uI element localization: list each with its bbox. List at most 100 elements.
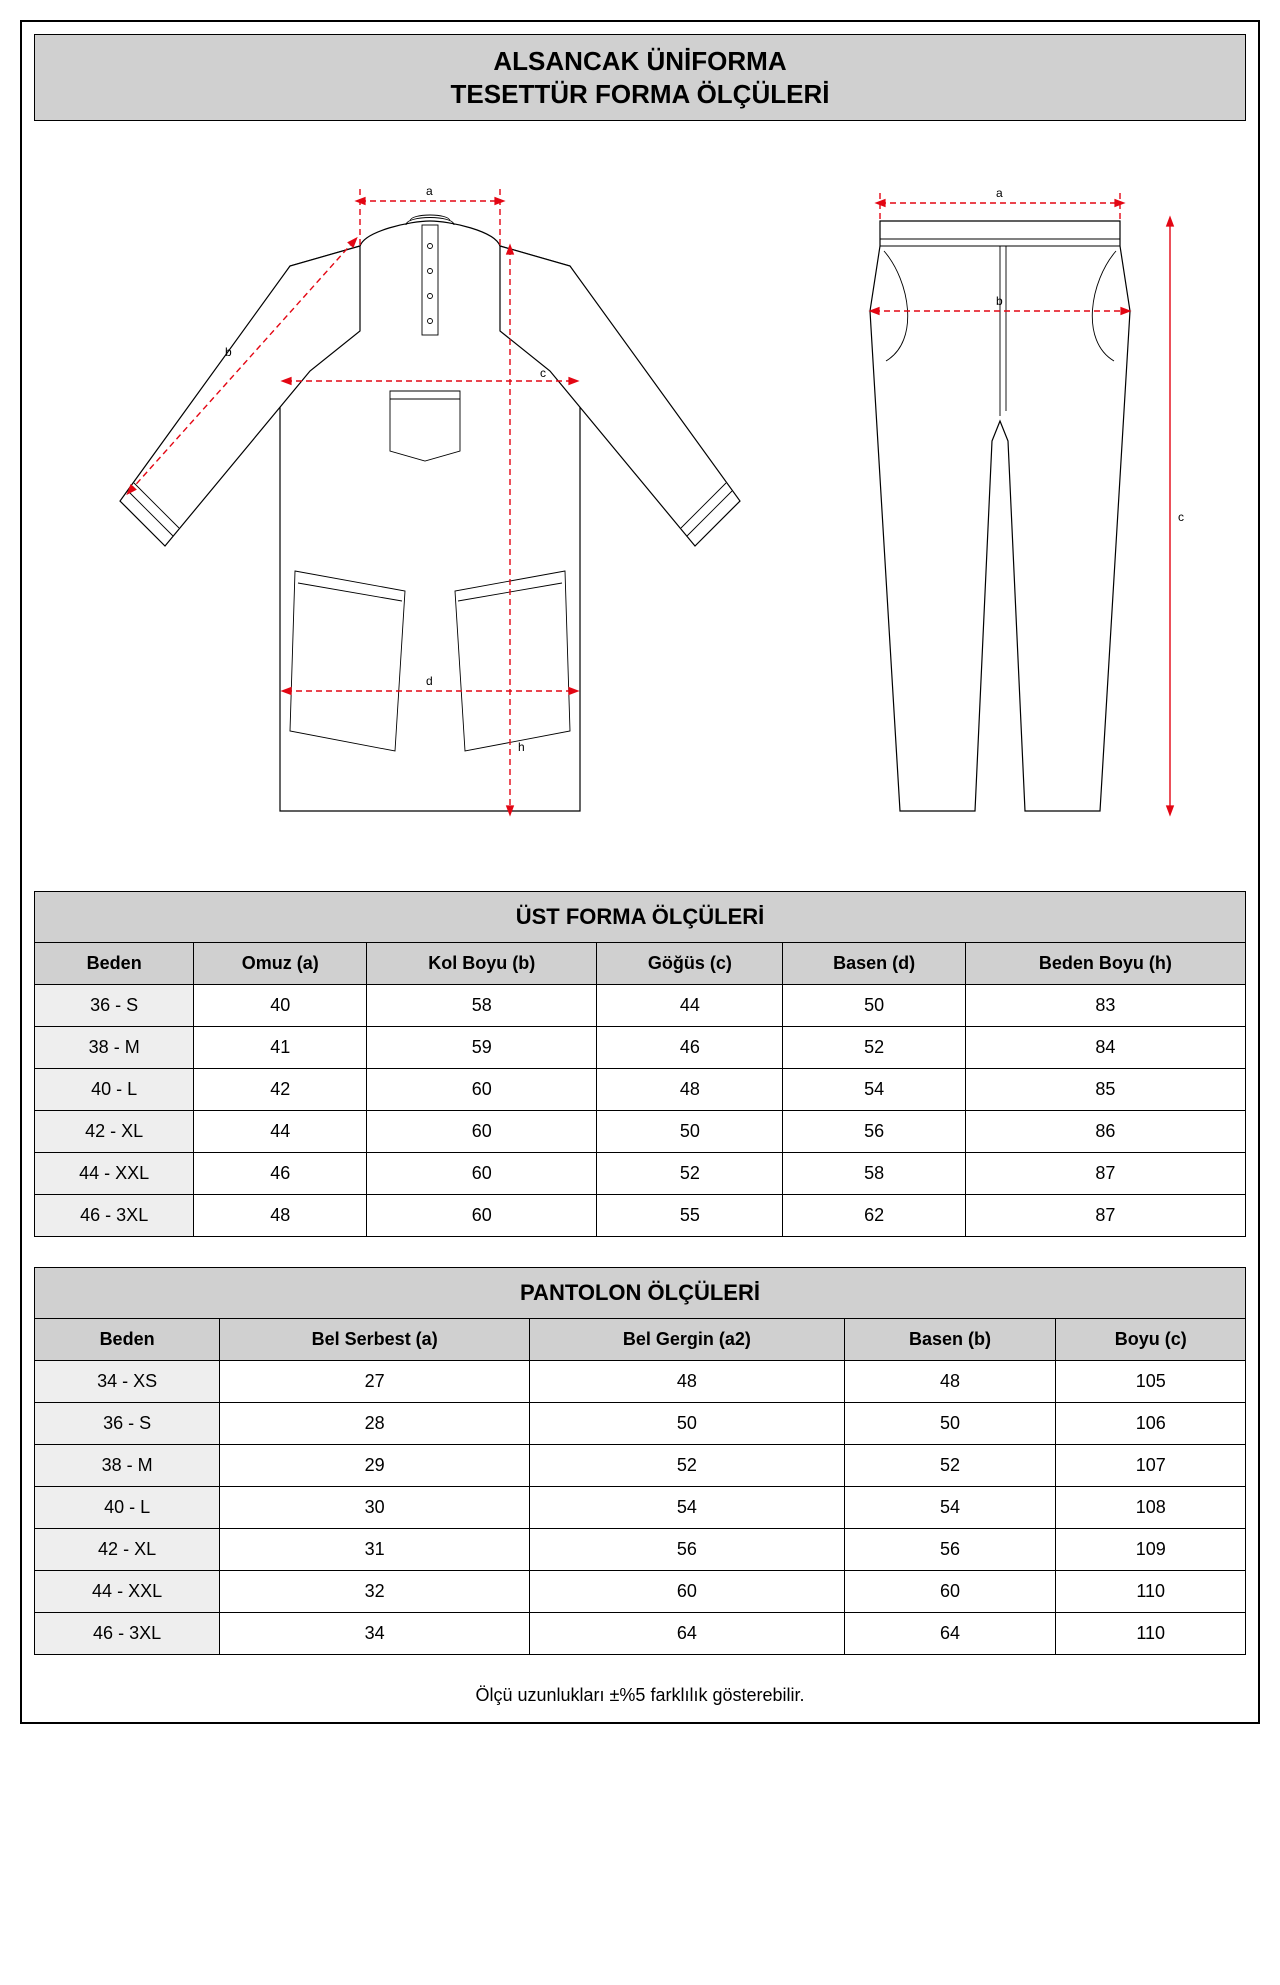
table-row: 36 - S4058445083 (35, 985, 1246, 1027)
value-cell: 44 (194, 1111, 367, 1153)
top-table-title: ÜST FORMA ÖLÇÜLERİ (35, 892, 1246, 943)
table-row: 34 - XS274848105 (35, 1361, 1246, 1403)
value-cell: 64 (844, 1613, 1056, 1655)
size-cell: 36 - S (35, 985, 194, 1027)
value-cell: 60 (367, 1069, 597, 1111)
table-row: 40 - L305454108 (35, 1487, 1246, 1529)
column-header: Beden (35, 1319, 220, 1361)
value-cell: 30 (220, 1487, 530, 1529)
column-header: Boyu (c) (1056, 1319, 1246, 1361)
value-cell: 54 (844, 1487, 1056, 1529)
value-cell: 44 (597, 985, 783, 1027)
value-cell: 108 (1056, 1487, 1246, 1529)
column-header: Beden (35, 943, 194, 985)
size-cell: 42 - XL (35, 1529, 220, 1571)
column-header: Basen (b) (844, 1319, 1056, 1361)
dim-label-c: c (540, 366, 546, 380)
value-cell: 41 (194, 1027, 367, 1069)
value-cell: 56 (844, 1529, 1056, 1571)
value-cell: 48 (194, 1195, 367, 1237)
title-line-2: TESETTÜR FORMA ÖLÇÜLERİ (35, 78, 1245, 111)
value-cell: 87 (965, 1195, 1245, 1237)
value-cell: 60 (367, 1195, 597, 1237)
size-cell: 36 - S (35, 1403, 220, 1445)
value-cell: 109 (1056, 1529, 1246, 1571)
table-row: 42 - XL315656109 (35, 1529, 1246, 1571)
value-cell: 106 (1056, 1403, 1246, 1445)
column-header: Bel Gergin (a2) (530, 1319, 844, 1361)
value-cell: 54 (530, 1487, 844, 1529)
table-row: 38 - M4159465284 (35, 1027, 1246, 1069)
column-header: Kol Boyu (b) (367, 943, 597, 985)
value-cell: 60 (367, 1153, 597, 1195)
dim-label-pc: c (1178, 510, 1184, 524)
column-header: Basen (d) (783, 943, 965, 985)
value-cell: 56 (530, 1529, 844, 1571)
size-cell: 46 - 3XL (35, 1613, 220, 1655)
value-cell: 52 (597, 1153, 783, 1195)
dim-label-pb: b (996, 294, 1003, 308)
table-row: 46 - 3XL346464110 (35, 1613, 1246, 1655)
footnote: Ölçü uzunlukları ±%5 farklılık gösterebi… (34, 1685, 1246, 1706)
dim-label-pa: a (996, 186, 1003, 200)
value-cell: 34 (220, 1613, 530, 1655)
value-cell: 52 (530, 1445, 844, 1487)
size-cell: 40 - L (35, 1487, 220, 1529)
value-cell: 62 (783, 1195, 965, 1237)
value-cell: 28 (220, 1403, 530, 1445)
value-cell: 58 (367, 985, 597, 1027)
value-cell: 60 (367, 1111, 597, 1153)
value-cell: 105 (1056, 1361, 1246, 1403)
dim-label-a: a (426, 184, 433, 198)
value-cell: 46 (194, 1153, 367, 1195)
size-chart-sheet: ALSANCAK ÜNİFORMA TESETTÜR FORMA ÖLÇÜLER… (20, 20, 1260, 1724)
column-header: Göğüs (c) (597, 943, 783, 985)
value-cell: 60 (530, 1571, 844, 1613)
size-cell: 44 - XXL (35, 1153, 194, 1195)
value-cell: 48 (844, 1361, 1056, 1403)
value-cell: 84 (965, 1027, 1245, 1069)
value-cell: 83 (965, 985, 1245, 1027)
column-header: Omuz (a) (194, 943, 367, 985)
value-cell: 29 (220, 1445, 530, 1487)
table-row: 44 - XXL326060110 (35, 1571, 1246, 1613)
value-cell: 110 (1056, 1613, 1246, 1655)
value-cell: 48 (530, 1361, 844, 1403)
value-cell: 31 (220, 1529, 530, 1571)
dim-label-b: b (225, 345, 232, 359)
table-row: 46 - 3XL4860556287 (35, 1195, 1246, 1237)
size-cell: 44 - XXL (35, 1571, 220, 1613)
value-cell: 107 (1056, 1445, 1246, 1487)
value-cell: 56 (783, 1111, 965, 1153)
size-cell: 42 - XL (35, 1111, 194, 1153)
size-cell: 34 - XS (35, 1361, 220, 1403)
value-cell: 48 (597, 1069, 783, 1111)
value-cell: 46 (597, 1027, 783, 1069)
size-cell: 38 - M (35, 1445, 220, 1487)
table-row: 44 - XXL4660525887 (35, 1153, 1246, 1195)
table-row: 36 - S285050106 (35, 1403, 1246, 1445)
column-header: Bel Serbest (a) (220, 1319, 530, 1361)
value-cell: 60 (844, 1571, 1056, 1613)
pants-measurements-table: PANTOLON ÖLÇÜLERİ BedenBel Serbest (a)Be… (34, 1267, 1246, 1655)
size-cell: 46 - 3XL (35, 1195, 194, 1237)
title-banner: ALSANCAK ÜNİFORMA TESETTÜR FORMA ÖLÇÜLER… (34, 34, 1246, 121)
value-cell: 32 (220, 1571, 530, 1613)
column-header: Beden Boyu (h) (965, 943, 1245, 985)
title-line-1: ALSANCAK ÜNİFORMA (35, 45, 1245, 78)
value-cell: 50 (597, 1111, 783, 1153)
dim-label-h: h (518, 740, 525, 754)
value-cell: 27 (220, 1361, 530, 1403)
garment-diagram: a b c d h (34, 151, 1246, 851)
value-cell: 87 (965, 1153, 1245, 1195)
size-cell: 38 - M (35, 1027, 194, 1069)
value-cell: 52 (844, 1445, 1056, 1487)
value-cell: 58 (783, 1153, 965, 1195)
table-row: 38 - M295252107 (35, 1445, 1246, 1487)
dim-label-d: d (426, 674, 433, 688)
value-cell: 85 (965, 1069, 1245, 1111)
value-cell: 54 (783, 1069, 965, 1111)
value-cell: 50 (530, 1403, 844, 1445)
value-cell: 50 (783, 985, 965, 1027)
top-measurements-table: ÜST FORMA ÖLÇÜLERİ BedenOmuz (a)Kol Boyu… (34, 891, 1246, 1237)
